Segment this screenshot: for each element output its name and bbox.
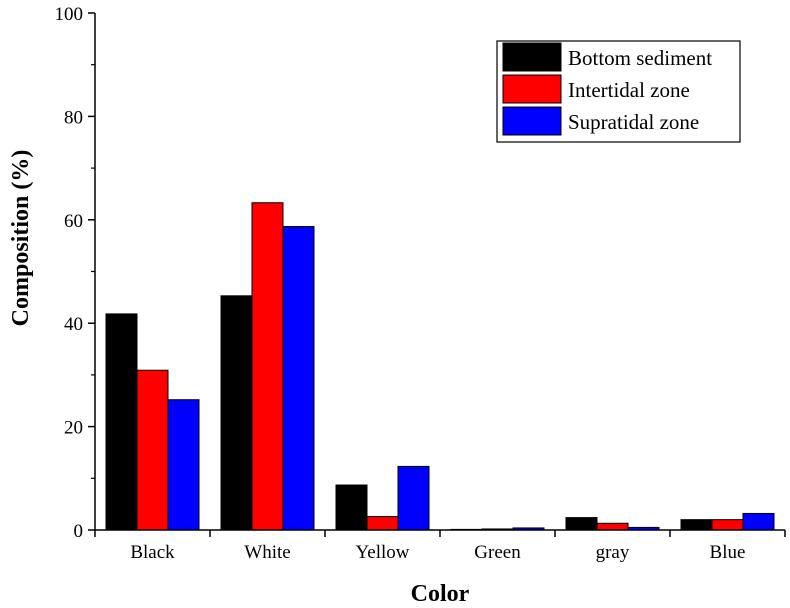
- bar-supratidal-zone-yellow: [397, 465, 430, 531]
- bar-bottom-sediment-white: [220, 295, 253, 531]
- legend-label: Intertidal zone: [568, 78, 690, 102]
- x-tick-label: White: [244, 542, 290, 563]
- x-tick-label: Yellow: [355, 542, 409, 563]
- bar-bottom-sediment-yellow: [335, 484, 368, 531]
- bar-intertidal-zone-black: [136, 369, 169, 531]
- x-ticks-group: Black White Yellow Green gray Blue: [94, 530, 786, 563]
- x-axis-title: Color: [411, 581, 470, 607]
- y-tick-label: 20: [64, 418, 83, 439]
- bar-intertidal-zone-white: [251, 202, 284, 531]
- x-tick-label: gray: [596, 542, 630, 563]
- legend-swatch: [502, 106, 562, 136]
- y-tick-label: 60: [64, 211, 83, 232]
- bar-bottom-sediment-gray: [565, 517, 598, 531]
- legend-label: Supratidal zone: [568, 110, 699, 134]
- legend-swatch: [502, 42, 562, 72]
- y-tick-label: 100: [55, 4, 84, 25]
- x-tick-label: Green: [474, 542, 521, 563]
- legend: Bottom sediment Intertidal zone Supratidal…: [496, 40, 741, 143]
- bar-intertidal-zone-yellow: [366, 516, 399, 531]
- legend-label: Bottom sediment: [568, 46, 712, 70]
- bar-intertidal-zone-gray: [596, 522, 629, 531]
- bars-group: [105, 202, 775, 531]
- bar-bottom-sediment-black: [105, 313, 138, 531]
- y-axis-title: Composition (%): [8, 150, 34, 327]
- x-tick-label: Blue: [710, 542, 746, 563]
- y-tick-label: 0: [74, 521, 84, 542]
- bar-intertidal-zone-blue: [711, 519, 744, 531]
- y-tick-label: 40: [64, 314, 83, 335]
- bar-bottom-sediment-blue: [680, 519, 713, 531]
- x-tick-label: Black: [130, 542, 175, 563]
- legend-swatch: [502, 74, 562, 104]
- y-ticks-group: 0 20 40 60 80 100: [55, 4, 95, 542]
- bar-supratidal-zone-black: [167, 399, 200, 531]
- bar-supratidal-zone-blue: [742, 512, 775, 531]
- bar-supratidal-zone-white: [282, 226, 315, 531]
- y-tick-label: 80: [64, 107, 83, 128]
